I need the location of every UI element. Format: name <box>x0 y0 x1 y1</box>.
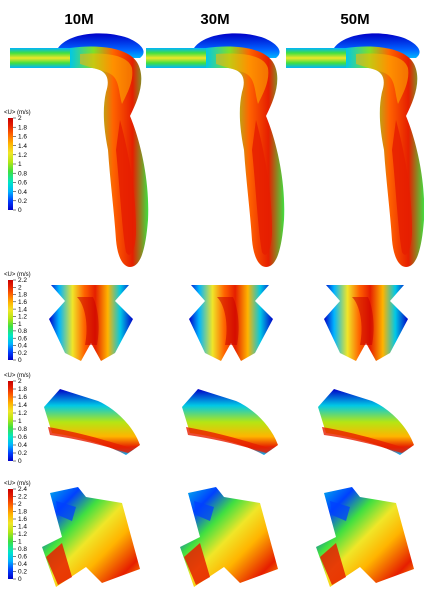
colorbar-tick-label: 0.6 <box>18 434 27 441</box>
colorbar-tick-label: 2 <box>18 115 22 122</box>
colorbar-tick-label: 2 <box>18 501 22 508</box>
section3-10m-contour <box>44 389 140 455</box>
colorbar-tick-label: 0.8 <box>18 426 27 433</box>
section3-30m-contour <box>182 389 278 455</box>
colorbar-tick-label: 0.4 <box>18 442 27 449</box>
colorbar-title: <U> (m/s) <box>4 373 31 379</box>
colorbar-tick-label: 1.4 <box>18 306 27 313</box>
colorbar-title: <U> (m/s) <box>4 110 31 116</box>
section2-10m-contour <box>49 285 133 361</box>
colorbar-tick-label: 1 <box>18 418 22 425</box>
colorbar-tick-label: 0.8 <box>18 328 27 335</box>
colorbar-tick-label: 1.6 <box>18 299 27 306</box>
column-title-50m: 50M <box>340 11 369 28</box>
colorbar-title: <U> (m/s) <box>4 481 31 487</box>
colorbar-tick-label: 1.8 <box>18 292 27 299</box>
colorbar-tick-label: 1.6 <box>18 134 27 141</box>
colorbar-4: <U> (m/s)2.42.221.81.61.41.210.80.60.40.… <box>4 481 31 583</box>
colorbar-tick-label: 1.8 <box>18 386 27 393</box>
colorbar-tick-label: 0 <box>18 357 22 364</box>
airway-10m-contour <box>10 33 149 267</box>
colorbar-tick-label: 1.2 <box>18 314 27 321</box>
colorbar-gradient <box>8 489 13 579</box>
colorbar-tick-label: 1.4 <box>18 524 27 531</box>
colorbar-tick-label: 1.6 <box>18 516 27 523</box>
colorbar-tick-label: 1 <box>18 321 22 328</box>
column-title-10m: 10M <box>64 11 93 28</box>
colorbar-tick-label: 0.2 <box>18 198 27 205</box>
colorbar-tick-label: 0.2 <box>18 450 27 457</box>
colorbar-tick-label: 2.2 <box>18 494 27 501</box>
colorbar-tick-label: 0 <box>18 458 22 465</box>
colorbar-tick-label: 2 <box>18 378 22 385</box>
colorbar-tick-label: 2 <box>18 284 22 291</box>
section2-30m-contour <box>189 285 273 361</box>
colorbar-tick-label: 0.4 <box>18 561 27 568</box>
airway-30m-contour <box>146 33 285 267</box>
colorbar-tick-label: 0.4 <box>18 343 27 350</box>
colorbar-tick-label: 0.6 <box>18 180 27 187</box>
section4-50m-contour <box>316 487 414 587</box>
colorbar-tick-label: 1 <box>18 161 22 168</box>
colorbar-tick-label: 0.4 <box>18 189 27 196</box>
colorbar-gradient <box>8 280 13 360</box>
colorbar-tick-label: 2.4 <box>18 486 27 493</box>
colorbar-tick-label: 2.2 <box>18 277 27 284</box>
colorbar-tick-label: 1.8 <box>18 509 27 516</box>
section4-30m-contour <box>180 487 278 587</box>
colorbar-tick-label: 0.8 <box>18 546 27 553</box>
colorbar-tick-label: 1.8 <box>18 124 27 131</box>
colorbar-tick-label: 0.6 <box>18 335 27 342</box>
colorbar-title: <U> (m/s) <box>4 272 31 278</box>
colorbar-3: <U> (m/s)21.81.61.41.210.80.60.40.20 <box>4 373 31 465</box>
colorbar-2: <U> (m/s)2.221.81.61.41.210.80.60.40.20 <box>4 272 31 364</box>
colorbar-1: <U> (m/s)2 1.8 1.6 1.4 1.2 1 0.8 0.6 0.4 0.2 0 <box>4 110 31 214</box>
colorbar-tick-label: 0.2 <box>18 350 27 357</box>
colorbar-tick-label: 1.2 <box>18 152 27 159</box>
colorbar-tick-label: 0 <box>18 207 22 214</box>
section3-50m-contour <box>318 389 414 455</box>
colorbar-tick-label: 1.2 <box>18 410 27 417</box>
colorbar-gradient <box>8 381 13 461</box>
colorbar-tick-label: 0 <box>18 576 22 583</box>
column-title-30m: 30M <box>200 11 229 28</box>
colorbar-tick-label: 1.2 <box>18 531 27 538</box>
colorbar-tick-label: 1 <box>18 539 22 546</box>
colorbar-tick-label: 1.4 <box>18 402 27 409</box>
colorbar-tick-label: 1.6 <box>18 394 27 401</box>
section4-10m-contour <box>42 487 140 587</box>
section2-50m-contour <box>324 285 408 361</box>
colorbar-gradient <box>8 118 13 210</box>
colorbar-tick-label: 0.8 <box>18 170 27 177</box>
colorbar-tick-label: 0.6 <box>18 554 27 561</box>
airway-50m-contour <box>286 33 424 267</box>
colorbar-tick-label: 1.4 <box>18 143 27 150</box>
colorbar-tick-label: 0.2 <box>18 569 27 576</box>
